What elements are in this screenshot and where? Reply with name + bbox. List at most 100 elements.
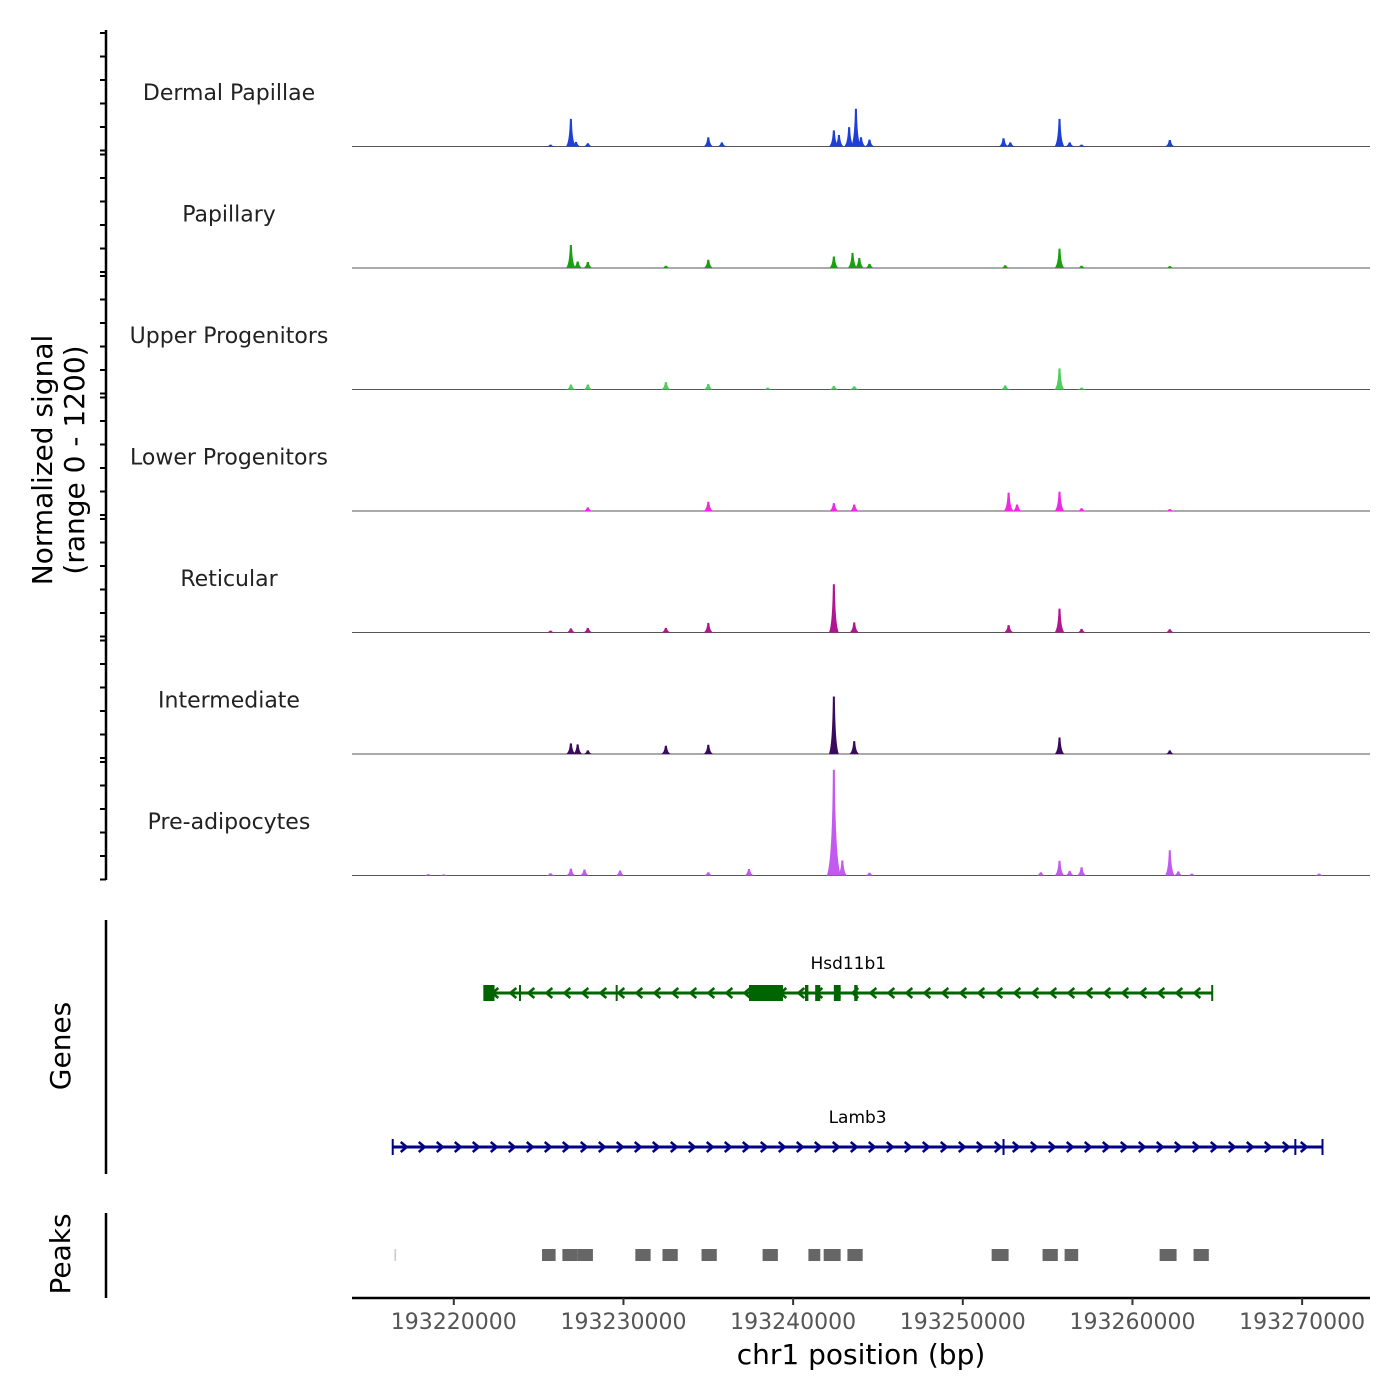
signal-peak — [1076, 508, 1087, 511]
strand-arrow — [724, 987, 734, 999]
track-label: Reticular — [180, 567, 278, 592]
strand-arrow — [1227, 1141, 1237, 1153]
strand-arrow — [903, 1141, 913, 1153]
exon-block — [815, 985, 821, 1001]
signal-peak — [762, 387, 773, 390]
strand-arrow — [1191, 1141, 1201, 1153]
peak-region — [1042, 1249, 1058, 1261]
signal-peak — [545, 630, 556, 633]
strand-arrow — [669, 1141, 679, 1153]
peak-region — [762, 1249, 778, 1261]
track-label: Upper Progenitors — [130, 324, 329, 349]
peak-region — [662, 1249, 678, 1261]
strand-arrow — [651, 1141, 661, 1153]
signal-peak — [1054, 118, 1065, 147]
signal-peak — [1076, 144, 1087, 147]
strand-arrow — [670, 987, 680, 999]
signal-peak — [849, 504, 860, 511]
strand-arrow — [976, 987, 986, 999]
coverage-tracks: Dermal Papillae Papillary Upper Progenitor… — [130, 81, 1370, 876]
strand-arrow — [939, 1141, 949, 1153]
signal-peak — [850, 108, 861, 147]
peak-regions — [394, 1249, 1209, 1261]
y-axis-title-line2: (range 0 - 1200) — [58, 345, 91, 574]
strand-arrow — [507, 1141, 517, 1153]
strand-arrow — [759, 1141, 769, 1153]
signal-peak — [1054, 368, 1065, 390]
strand-arrow — [1155, 1141, 1165, 1153]
strand-arrow — [489, 1141, 499, 1153]
track-label: Papillary — [182, 203, 276, 228]
signal-peak — [660, 627, 671, 633]
exon-block — [484, 985, 495, 1001]
peak-region — [847, 1249, 863, 1261]
signal-peak — [849, 386, 860, 390]
strand-arrow — [705, 1141, 715, 1153]
genes-label: Genes — [44, 1002, 77, 1090]
strand-arrow — [1030, 987, 1040, 999]
peak-region — [577, 1249, 593, 1261]
strand-arrow — [634, 987, 644, 999]
strand-arrow — [958, 987, 968, 999]
signal-peak — [423, 874, 434, 876]
coverage-track: Pre-adipocytes — [148, 769, 1370, 876]
strand-arrow — [868, 987, 878, 999]
strand-arrow — [975, 1141, 985, 1153]
signal-peak — [1064, 142, 1075, 147]
signal-peak — [1314, 873, 1325, 876]
signal-peak — [572, 261, 583, 268]
strand-arrow — [1011, 1141, 1021, 1153]
signal-peak — [582, 384, 593, 390]
signal-peak — [1076, 867, 1087, 876]
strand-arrow — [1120, 987, 1130, 999]
strand-arrow — [1119, 1141, 1129, 1153]
strand-arrow — [1047, 1141, 1057, 1153]
signal-peak — [1054, 608, 1065, 633]
signal-peak — [856, 137, 866, 147]
strand-arrow — [616, 987, 626, 999]
strand-arrow — [940, 987, 950, 999]
signal-peak — [1000, 385, 1011, 390]
strand-arrow — [471, 1141, 481, 1153]
strand-arrow — [1192, 987, 1202, 999]
strand-arrow — [1245, 1141, 1255, 1153]
signal-peak — [582, 507, 593, 511]
strand-arrow — [1173, 1141, 1183, 1153]
exon-block — [854, 985, 858, 1001]
signal-peak — [828, 130, 839, 147]
strand-arrow — [597, 1141, 607, 1153]
signal-peak — [565, 118, 576, 147]
signal-peak — [998, 138, 1009, 147]
strand-arrow — [562, 987, 572, 999]
strand-arrow — [615, 1141, 625, 1153]
signal-peak — [545, 873, 556, 876]
peak-region — [808, 1249, 821, 1261]
strand-arrow — [741, 1141, 751, 1153]
strand-arrow — [723, 1141, 733, 1153]
signal-peak — [703, 137, 714, 147]
signal-peak — [565, 868, 576, 876]
signal-peak — [572, 744, 583, 754]
strand-arrow — [1156, 987, 1166, 999]
signal-peak — [1164, 850, 1175, 876]
signal-peak — [716, 142, 727, 147]
signal-peak — [864, 872, 875, 876]
strand-arrow — [796, 987, 806, 999]
strand-arrow — [867, 1141, 877, 1153]
signal-peak — [570, 141, 581, 147]
signal-peak — [1076, 628, 1087, 633]
signal-peak — [565, 628, 576, 633]
strand-arrow — [417, 1141, 427, 1153]
signal-peak — [1164, 266, 1175, 268]
x-axis-ticks: 193220000 193230000 193240000 193250000 1932… — [391, 1298, 1365, 1335]
strand-arrow — [831, 1141, 841, 1153]
peak-region — [991, 1249, 1009, 1261]
peak-region — [635, 1249, 651, 1261]
strand-arrow — [813, 1141, 823, 1153]
gene-label: Lamb3 — [829, 1108, 887, 1128]
strand-arrow — [1209, 1141, 1219, 1153]
strand-arrow — [1137, 1141, 1147, 1153]
strand-arrow — [435, 1141, 445, 1153]
strand-arrow — [921, 1141, 931, 1153]
x-axis-title: chr1 position (bp) — [737, 1338, 986, 1371]
